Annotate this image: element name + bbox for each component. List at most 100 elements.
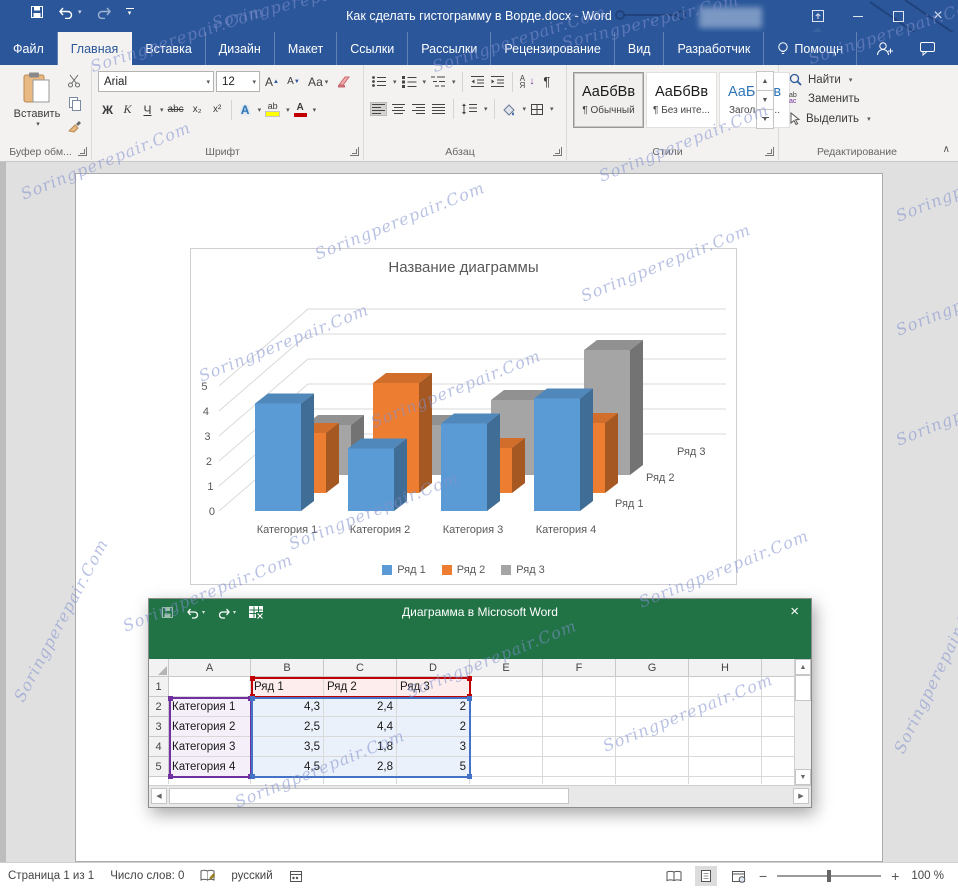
cell-D3[interactable]: 2	[397, 717, 470, 737]
cell-E2[interactable]	[470, 697, 543, 717]
column-header-E[interactable]: E	[470, 659, 543, 677]
vertical-scroll-thumb[interactable]	[795, 675, 811, 701]
print-layout-view-icon[interactable]	[695, 866, 718, 886]
tab-дизайн[interactable]: Дизайн	[206, 32, 275, 65]
decrease-indent-icon[interactable]	[469, 74, 486, 89]
comment-icon[interactable]	[919, 41, 936, 56]
cell-G5[interactable]	[616, 757, 689, 777]
cell-G1[interactable]	[616, 677, 689, 697]
font-size-combo[interactable]: 12 ▾	[216, 71, 260, 92]
cell-H2[interactable]	[689, 697, 762, 717]
style-card[interactable]: АаБбВв ¶ Обычный	[573, 72, 644, 128]
tab-главная[interactable]: Главная	[57, 32, 133, 65]
replace-button[interactable]: ab ac Заменить	[789, 92, 871, 105]
cell-H1[interactable]	[689, 677, 762, 697]
underline-caret-icon[interactable]: ▾	[160, 106, 164, 114]
proofing-status-icon[interactable]	[192, 869, 223, 883]
cell-B5[interactable]: 4,5	[251, 757, 324, 777]
grow-font-button[interactable]: А ▲	[265, 74, 279, 89]
cell-G3[interactable]	[616, 717, 689, 737]
align-right-button[interactable]	[410, 102, 427, 116]
excel-close-icon[interactable]: ×	[790, 603, 799, 620]
clipboard-dialog-launcher-icon[interactable]	[78, 147, 87, 156]
tab-макет[interactable]: Макет	[275, 32, 338, 65]
zoom-in-icon[interactable]: +	[891, 868, 900, 884]
scroll-left-icon[interactable]: ◀	[151, 788, 167, 804]
column-header-F[interactable]: F	[543, 659, 616, 677]
bold-button[interactable]: Ж	[102, 102, 113, 117]
column-header-A[interactable]: A	[169, 659, 251, 677]
paste-button[interactable]: Вставить ▾	[8, 71, 66, 141]
style-card[interactable]: АаБбВв Заголово...	[719, 72, 790, 128]
cell-E5[interactable]	[470, 757, 543, 777]
styles-scroll-up-icon[interactable]: ▲	[756, 71, 774, 91]
zoom-out-icon[interactable]: −	[759, 868, 768, 884]
styles-dialog-launcher-icon[interactable]	[765, 147, 774, 156]
align-left-button[interactable]	[370, 102, 387, 116]
cell-H3[interactable]	[689, 717, 762, 737]
tab-файл[interactable]: Файл	[0, 32, 58, 65]
row-header-3[interactable]: 3	[149, 717, 169, 737]
cell-C1[interactable]: Ряд 2	[324, 677, 397, 697]
cell-H5[interactable]	[689, 757, 762, 777]
find-button[interactable]: Найти ▾	[789, 73, 871, 86]
numbering-button[interactable]	[400, 74, 418, 89]
cell-G4[interactable]	[616, 737, 689, 757]
column-header-D[interactable]: D	[397, 659, 470, 677]
cell-F4[interactable]	[543, 737, 616, 757]
clear-formatting-icon[interactable]	[333, 71, 354, 92]
paragraph-dialog-launcher-icon[interactable]	[553, 147, 562, 156]
excel-vertical-scrollbar[interactable]: ▲ ▼	[794, 659, 811, 785]
select-all-corner[interactable]	[149, 659, 169, 677]
font-dialog-launcher-icon[interactable]	[350, 147, 359, 156]
cell-D5[interactable]: 5	[397, 757, 470, 777]
ribbon-display-options-icon[interactable]	[798, 0, 838, 32]
word-count[interactable]: Число слов: 0	[110, 870, 185, 882]
style-card[interactable]: АаБбВв ¶ Без инте...	[646, 72, 717, 128]
cell-partial[interactable]	[762, 717, 795, 737]
superscript-button[interactable]: x²	[212, 104, 222, 115]
horizontal-scroll-thumb[interactable]	[169, 788, 569, 804]
copy-icon[interactable]	[66, 95, 83, 112]
cell-E3[interactable]	[470, 717, 543, 737]
underline-button[interactable]: Ч	[143, 102, 152, 117]
scroll-up-icon[interactable]: ▲	[795, 659, 811, 675]
cell-B3[interactable]: 2,5	[251, 717, 324, 737]
share-person-icon[interactable]	[875, 41, 893, 57]
tab-разработчик[interactable]: Разработчик	[664, 32, 765, 65]
column-header-partial[interactable]	[762, 659, 795, 677]
cell-F1[interactable]	[543, 677, 616, 697]
macro-record-icon[interactable]	[281, 870, 311, 883]
cell-partial[interactable]	[762, 697, 795, 717]
strikethrough-button[interactable]: abc	[167, 104, 184, 115]
customize-qat-icon[interactable]: ▾	[125, 7, 134, 17]
row-header-2[interactable]: 2	[149, 697, 169, 717]
column-header-G[interactable]: G	[616, 659, 689, 677]
tab-рассылки[interactable]: Рассылки	[408, 32, 492, 65]
excel-edit-data-icon[interactable]	[248, 605, 265, 620]
cell-C2[interactable]: 2,4	[324, 697, 397, 717]
tab-ссылки[interactable]: Ссылки	[337, 32, 409, 65]
scroll-right-icon[interactable]: ▶	[793, 788, 809, 804]
multilevel-list-button[interactable]	[429, 74, 447, 89]
excel-redo-icon[interactable]: ▾	[217, 607, 236, 619]
cell-D2[interactable]: 2	[397, 697, 470, 717]
redo-icon[interactable]	[96, 6, 112, 19]
cell-E4[interactable]	[470, 737, 543, 757]
cell-partial[interactable]	[762, 677, 795, 697]
bullets-button[interactable]	[370, 74, 388, 89]
justify-button[interactable]	[430, 102, 447, 116]
cell-A1[interactable]	[169, 677, 251, 697]
styles-more-icon[interactable]: ▼	[756, 109, 774, 129]
zoom-level[interactable]: 100 %	[911, 870, 944, 882]
cell-C4[interactable]: 1,8	[324, 737, 397, 757]
column-header-C[interactable]: C	[324, 659, 397, 677]
close-button[interactable]: ×	[933, 7, 943, 24]
cell-G2[interactable]	[616, 697, 689, 717]
format-painter-icon[interactable]	[66, 118, 83, 134]
column-header-H[interactable]: H	[689, 659, 762, 677]
cell-A2[interactable]: Категория 1	[169, 697, 251, 717]
page-count[interactable]: Страница 1 из 1	[8, 870, 95, 882]
excel-save-icon[interactable]	[161, 606, 174, 619]
